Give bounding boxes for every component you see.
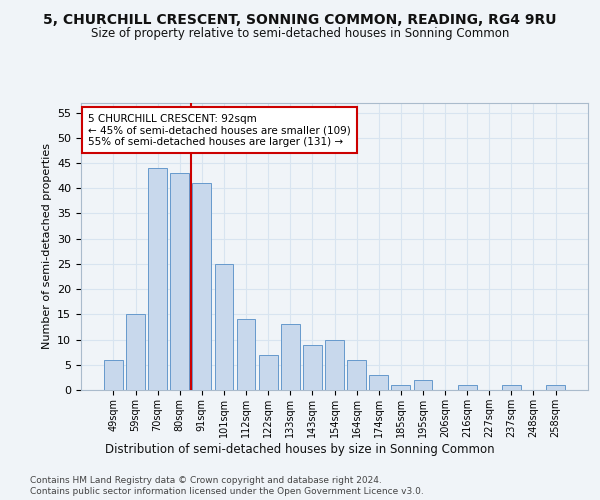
Bar xyxy=(148,168,167,390)
Bar xyxy=(391,385,410,390)
Text: 5, CHURCHILL CRESCENT, SONNING COMMON, READING, RG4 9RU: 5, CHURCHILL CRESCENT, SONNING COMMON, R… xyxy=(43,12,557,26)
Text: Size of property relative to semi-detached houses in Sonning Common: Size of property relative to semi-detach… xyxy=(91,28,509,40)
Bar xyxy=(236,320,256,390)
Bar xyxy=(413,380,433,390)
Text: Contains public sector information licensed under the Open Government Licence v3: Contains public sector information licen… xyxy=(30,487,424,496)
Bar xyxy=(303,344,322,390)
Bar xyxy=(193,183,211,390)
Bar xyxy=(215,264,233,390)
Bar xyxy=(281,324,299,390)
Text: Distribution of semi-detached houses by size in Sonning Common: Distribution of semi-detached houses by … xyxy=(105,442,495,456)
Bar xyxy=(170,173,189,390)
Bar xyxy=(546,385,565,390)
Bar xyxy=(325,340,344,390)
Bar xyxy=(104,360,123,390)
Bar xyxy=(458,385,476,390)
Bar xyxy=(126,314,145,390)
Bar xyxy=(347,360,366,390)
Bar xyxy=(370,375,388,390)
Bar xyxy=(502,385,521,390)
Text: Contains HM Land Registry data © Crown copyright and database right 2024.: Contains HM Land Registry data © Crown c… xyxy=(30,476,382,485)
Bar xyxy=(259,354,278,390)
Y-axis label: Number of semi-detached properties: Number of semi-detached properties xyxy=(41,143,52,350)
Text: 5 CHURCHILL CRESCENT: 92sqm
← 45% of semi-detached houses are smaller (109)
55% : 5 CHURCHILL CRESCENT: 92sqm ← 45% of sem… xyxy=(88,114,351,147)
